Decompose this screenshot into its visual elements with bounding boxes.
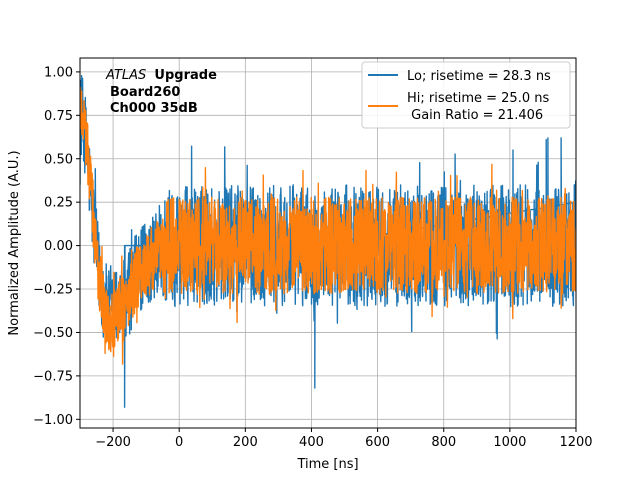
y-tick-label-4: 0.00 [44, 239, 73, 254]
y-tick-label-1: −0.75 [33, 369, 73, 384]
y-axis-ticks: −1.00 −0.75 −0.50 −0.25 0.00 0.25 0.50 0.75 1.00 [33, 65, 80, 428]
y-tick-label-5: 0.25 [44, 196, 73, 211]
legend: Lo; risetime = 28.3 ns Hi; risetime = 25… [361, 61, 571, 129]
x-axis-label: Time [ns] [296, 457, 358, 472]
x-tick-label-5: 800 [431, 435, 456, 450]
x-tick-label-4: 600 [365, 435, 390, 450]
x-tick-label-6: 1000 [493, 435, 526, 450]
legend-label-lo: Lo; risetime = 28.3 ns [407, 69, 551, 84]
legend-label-hi-line1: Hi; risetime = 25.0 ns [407, 91, 549, 106]
atlas-annotation: ATLAS Upgrade Board260 Ch000 35dB [105, 68, 217, 116]
annotation-channel: Ch000 35dB [110, 101, 198, 116]
y-tick-label-7: 0.75 [44, 109, 73, 124]
y-tick-label-2: −0.50 [33, 326, 73, 341]
x-tick-label-0: −200 [95, 435, 131, 450]
series-line-hi [80, 86, 576, 365]
y-tick-label-3: −0.25 [33, 283, 73, 298]
axes-frame [79, 57, 577, 429]
x-axis-ticks: −200 0 200 400 600 800 1000 1200 [95, 428, 593, 450]
x-tick-label-2: 200 [233, 435, 258, 450]
x-tick-label-7: 1200 [559, 435, 592, 450]
series-group [80, 74, 576, 408]
annotation-line1: ATLAS Upgrade [105, 68, 217, 83]
y-tick-label-6: 0.50 [44, 152, 73, 167]
x-tick-label-3: 400 [299, 435, 324, 450]
annotation-board: Board260 [110, 85, 180, 100]
x-tick-label-1: 0 [175, 435, 183, 450]
y-tick-label-0: −1.00 [33, 413, 73, 428]
y-tick-label-8: 1.00 [44, 65, 73, 80]
legend-box [361, 61, 571, 129]
annotation-atlas-italic: ATLAS [105, 68, 146, 83]
legend-label-hi-line2: Gain Ratio = 21.406 [407, 108, 543, 123]
y-axis-label: Normalized Amplitude (A.U.) [7, 150, 22, 335]
annotation-upgrade: Upgrade [154, 68, 217, 83]
plot-area [80, 74, 576, 408]
